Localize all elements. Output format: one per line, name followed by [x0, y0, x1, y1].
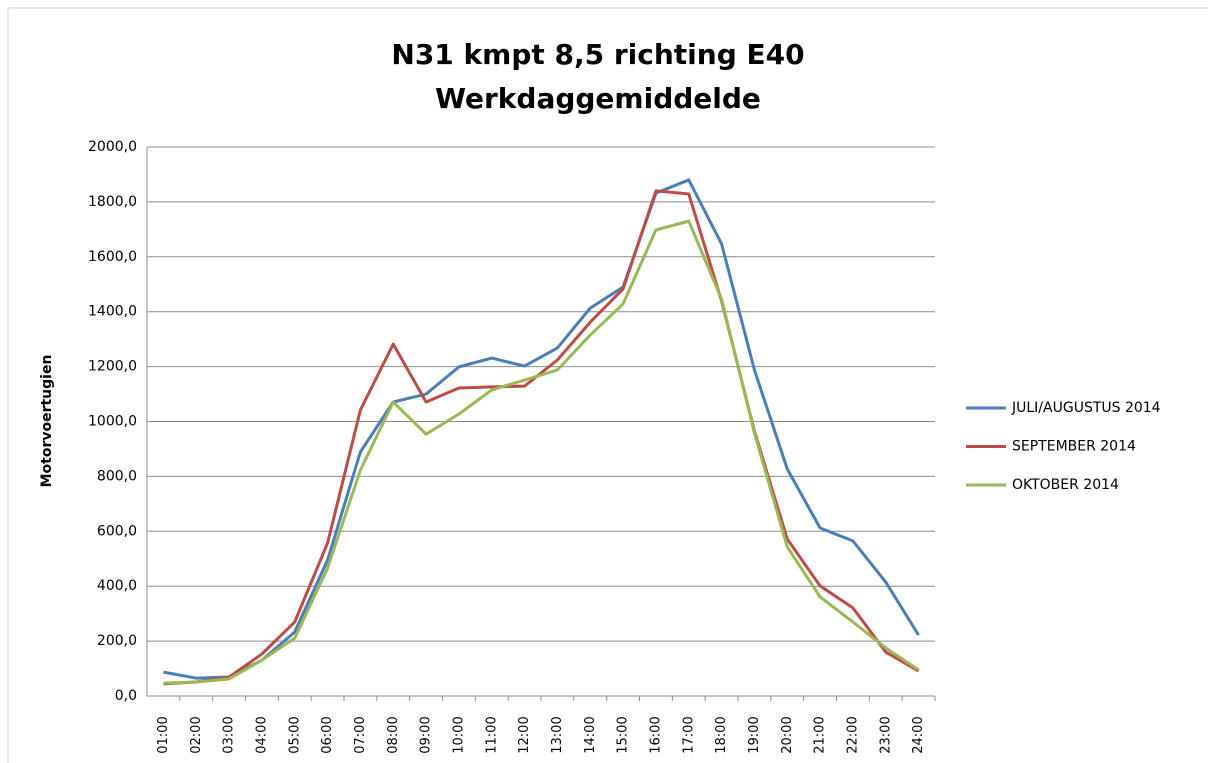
y-tick-label: 1800,0: [88, 194, 137, 210]
x-tick-label: 01:00: [156, 716, 171, 753]
chart-title: N31 kmpt 8,5 richting E40: [391, 38, 804, 71]
y-tick-label: 800,0: [97, 468, 137, 484]
x-tick-label: 10:00: [451, 716, 466, 753]
y-tick-label: 200,0: [97, 633, 137, 649]
legend-label: JULI/AUGUSTUS 2014: [1011, 400, 1161, 416]
x-tick-label: 23:00: [878, 716, 893, 753]
x-tick-label: 07:00: [353, 716, 368, 753]
series-line: [163, 219, 920, 685]
x-tick-label: 08:00: [386, 716, 401, 753]
x-tick-label: 21:00: [813, 716, 828, 753]
x-tick-label: 13:00: [550, 716, 565, 753]
x-tick-label: 05:00: [287, 716, 302, 753]
y-axis-label: Motorvoertugien: [39, 355, 55, 488]
x-tick-label: 24:00: [911, 716, 926, 753]
x-tick-label: 02:00: [189, 716, 204, 753]
x-tick-label: 03:00: [222, 716, 237, 753]
x-tick-label: 19:00: [747, 716, 762, 753]
legend-label: OKTOBER 2014: [1012, 477, 1119, 493]
y-tick-label: 600,0: [97, 523, 137, 539]
y-tick-label: 0,0: [115, 688, 137, 704]
legend-label: SEPTEMBER 2014: [1012, 439, 1136, 455]
x-tick-label: 04:00: [254, 716, 269, 753]
y-tick-label: 1000,0: [88, 414, 137, 430]
x-tick-label: 20:00: [780, 716, 795, 753]
x-tick-label: 12:00: [517, 716, 532, 753]
x-tick-label: 06:00: [320, 716, 335, 753]
x-tick-label: 09:00: [419, 716, 434, 753]
x-tick-label: 22:00: [845, 716, 860, 753]
chart-border: [7, 7, 1208, 763]
y-tick-label: 1200,0: [88, 359, 137, 375]
x-tick-label: 11:00: [484, 716, 499, 753]
x-tick-label: 14:00: [583, 716, 598, 753]
y-tick-label: 2000,0: [88, 139, 137, 155]
x-tick-label: 15:00: [616, 716, 631, 753]
series-line: [163, 189, 920, 686]
chart-subtitle: Werkdaggemiddelde: [435, 82, 761, 115]
y-tick-label: 400,0: [97, 578, 137, 594]
x-tick-label: 18:00: [714, 716, 729, 753]
y-tick-label: 1400,0: [88, 304, 137, 320]
x-tick-label: 17:00: [681, 716, 696, 753]
series-line: [163, 178, 920, 680]
y-tick-label: 1600,0: [88, 249, 137, 265]
x-tick-label: 16:00: [648, 716, 663, 753]
